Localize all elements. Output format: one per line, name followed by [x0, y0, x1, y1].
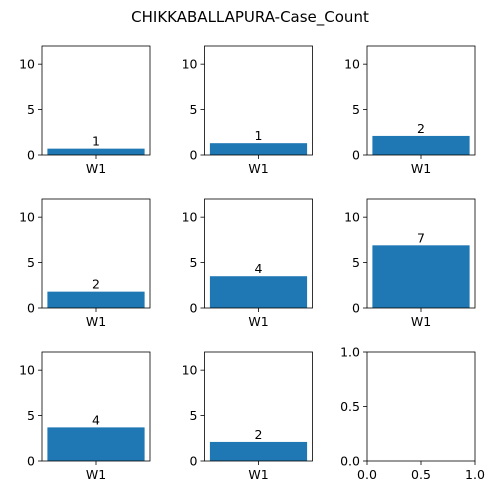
bar-data-label: 2	[417, 121, 425, 136]
x-tick-label: W1	[86, 161, 106, 176]
y-tick-label: 0	[352, 148, 360, 163]
y-tick-label: 10	[19, 363, 35, 378]
subplot-4: 2 W1 0 5 10	[19, 198, 151, 329]
bar-data-label: 2	[255, 427, 263, 442]
axes-frame	[366, 198, 476, 309]
subplot-grid: 1 W1 0 5 10 1 W1 0 5 10 2 W1 0 5 10 2 W1 0 5 10 4 W1 0 5 10 7 W1 0 5…	[19, 45, 485, 483]
x-tick-label: 0.0	[357, 467, 377, 482]
y-tick-label: 0.0	[340, 454, 360, 469]
subplot-2: 1 W1 0 5 10	[182, 45, 313, 176]
bar-data-label: 7	[417, 230, 425, 245]
y-tick-label: 5	[352, 255, 360, 270]
chart-title: CHIKKABALLAPURA-Case_Count	[131, 8, 369, 27]
y-tick-label: 5	[27, 408, 35, 423]
x-tick-label: W1	[248, 161, 268, 176]
x-tick-label: W1	[248, 467, 268, 482]
y-tick-label: 0	[190, 148, 198, 163]
y-tick-label: 10	[344, 210, 360, 225]
subplot-7: 4 W1 0 5 10	[19, 351, 151, 482]
y-tick-label: 0	[352, 301, 360, 316]
axes-frame	[41, 198, 151, 309]
y-tick-label: 10	[344, 57, 360, 72]
y-tick-label: 1.0	[340, 345, 360, 360]
y-tick-label: 10	[182, 363, 198, 378]
bar-w1	[372, 135, 470, 155]
y-tick-label: 0	[27, 454, 35, 469]
y-tick-label: 5	[190, 255, 198, 270]
bar-w1	[209, 441, 308, 461]
subplot-6: 7 W1 0 5 10	[344, 198, 476, 329]
y-tick-label: 5	[27, 255, 35, 270]
y-tick-label: 0	[190, 454, 198, 469]
x-tick-label: W1	[86, 314, 106, 329]
axes-frame	[204, 45, 313, 156]
axes-frame	[204, 198, 313, 309]
y-tick-label: 0	[27, 148, 35, 163]
y-tick-label: 5	[27, 102, 35, 117]
y-tick-label: 5	[190, 408, 198, 423]
bar-data-label: 4	[255, 261, 263, 276]
x-tick-label: W1	[411, 314, 431, 329]
y-tick-label: 0.5	[340, 399, 360, 414]
subplot-9: 0.0 0.5 1.0 0.0 0.5 1.0	[340, 345, 485, 483]
subplot-8: 2 W1 0 5 10	[182, 351, 313, 482]
bar-w1	[47, 148, 145, 155]
bar-w1	[209, 276, 308, 308]
x-tick-label: W1	[86, 467, 106, 482]
subplot-3: 2 W1 0 5 10	[344, 45, 476, 176]
bar-data-label: 1	[255, 128, 263, 143]
y-tick-label: 0	[190, 301, 198, 316]
x-tick-label: 0.5	[411, 467, 431, 482]
bar-w1	[372, 245, 470, 308]
x-tick-label: 1.0	[465, 467, 485, 482]
y-tick-label: 5	[190, 102, 198, 117]
axes-frame	[41, 45, 151, 156]
bar-data-label: 4	[92, 412, 100, 427]
x-tick-label: W1	[248, 314, 268, 329]
bar-w1	[209, 143, 308, 155]
axes-frame	[204, 351, 313, 462]
y-tick-label: 10	[19, 57, 35, 72]
x-tick-label: W1	[411, 161, 431, 176]
y-tick-label: 10	[182, 57, 198, 72]
axes-frame	[366, 351, 476, 462]
bar-w1	[47, 291, 145, 308]
y-tick-label: 5	[352, 102, 360, 117]
subplot-5: 4 W1 0 5 10	[182, 198, 313, 329]
y-tick-label: 10	[19, 210, 35, 225]
bar-data-label: 2	[92, 277, 100, 292]
bar-w1	[47, 427, 145, 461]
subplot-1: 1 W1 0 5 10	[19, 45, 151, 176]
y-tick-label: 10	[182, 210, 198, 225]
bar-data-label: 1	[92, 134, 100, 149]
axes-frame	[366, 45, 476, 156]
axes-frame	[41, 351, 151, 462]
y-tick-label: 0	[27, 301, 35, 316]
